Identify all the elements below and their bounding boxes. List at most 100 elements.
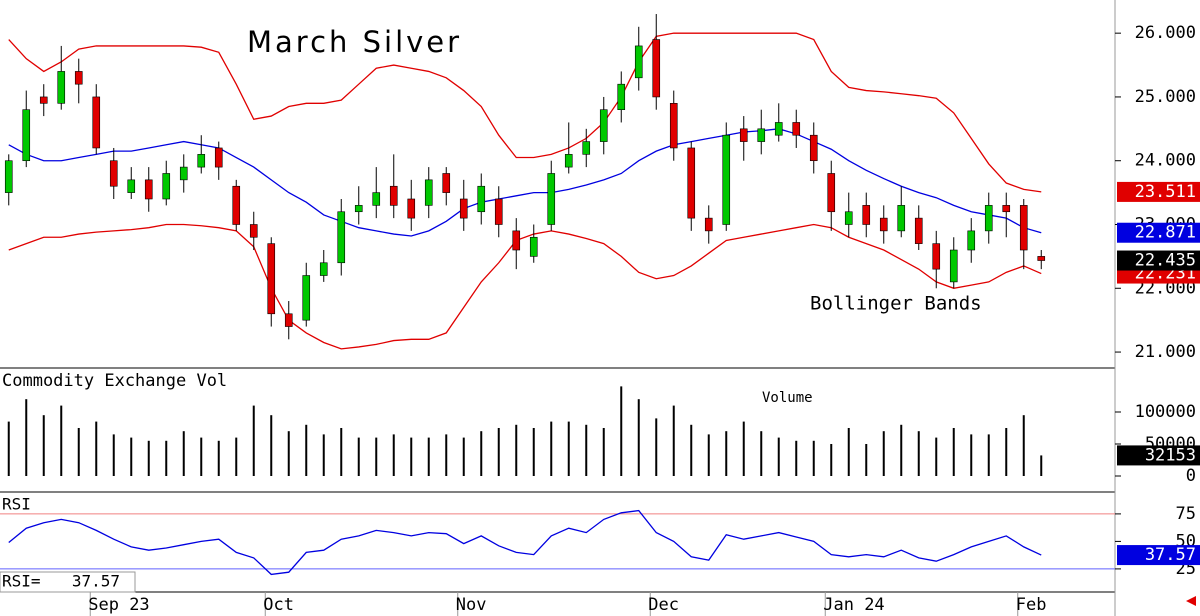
candle-body [319,262,328,276]
candle-body [739,128,748,142]
candle-body [459,198,468,219]
candle-body [862,205,871,225]
volume-bar [865,443,868,476]
candle-body [389,185,398,206]
readout-label: RSI= [2,572,41,591]
candle-body [984,205,993,232]
candle-body [477,185,486,213]
volume-bar [970,434,973,476]
volume-bar [497,427,500,476]
candle-body [617,83,626,110]
y-tick-label: 24.000 [1135,151,1196,171]
candle-body [214,147,223,168]
volume-bar [1022,415,1025,476]
candle-body [757,128,766,142]
volume-bar [60,405,63,476]
candle-body [267,243,276,315]
volume-bar [287,431,290,476]
volume-bar [375,437,378,476]
annotation: Volume [762,390,813,406]
volume-bar [1040,455,1043,476]
x-tick-label: Jan 24 [823,595,884,615]
candle-body [774,122,783,136]
band-line [8,32,1042,193]
volume-bar [235,437,238,476]
y-tick-label: 0 [1186,466,1196,486]
scroll-arrow [1186,596,1196,606]
candle-body [582,141,591,155]
value-label: 37.57 [1145,545,1196,565]
volume-bar [567,421,570,476]
volume-bar [760,431,763,476]
candle-body [1002,205,1011,213]
x-tick-label: Dec [648,595,679,615]
candle-body [1037,256,1046,261]
volume-bar [322,434,325,476]
candle-body [109,160,118,187]
volume-bar [392,434,395,476]
candle-body [599,109,608,142]
volume-bar [952,427,955,476]
volume-bar [25,399,28,476]
candle-body [92,96,101,149]
candle-body [932,243,941,270]
x-tick-label: Feb [1016,595,1047,615]
candle-body [529,236,538,257]
readout-box [0,571,136,593]
volume-bar [690,424,693,476]
volume-bar [462,437,465,476]
candle-body [179,166,188,181]
volume-bar [42,415,45,476]
volume-bar [830,443,833,476]
volume-bar [812,440,815,476]
band-line [8,128,1042,237]
candle-body [407,198,416,219]
volume-bar [550,421,553,476]
candle-body [442,173,451,193]
value-label: 23.511 [1135,182,1196,202]
volume-bar [182,431,185,476]
volume-bar [987,434,990,476]
candle-body [897,205,906,232]
value-box [1117,445,1200,466]
candle-body [39,96,48,104]
candle-body [669,103,678,149]
volume-bar [480,431,483,476]
candle-body [144,179,153,200]
candle-body [4,160,13,193]
candle-body [337,211,346,264]
volume-bar [602,427,605,476]
candle-body [372,192,381,206]
candle-body [424,179,433,206]
candle-body [704,217,713,232]
volume-bar [410,437,413,476]
x-tick-label: Nov [456,595,487,615]
readout-value: 37.57 [72,572,120,591]
volume-bar [882,431,885,476]
volume-bar [130,437,133,476]
candle-body [74,71,83,85]
volume-bar [917,431,920,476]
volume-bar [217,440,220,476]
value-box [1117,181,1200,202]
volume-bar [847,427,850,476]
y-tick-label: 26.000 [1135,23,1196,43]
volume-bar [935,437,938,476]
value-label: 32153 [1145,445,1196,465]
volume-bar [707,434,710,476]
volume-bar [112,434,115,476]
volume-bar [637,399,640,476]
volume-bar [252,405,255,476]
volume-bar [340,427,343,476]
chart-title: March Silver [247,25,462,59]
volume-bar [7,421,10,476]
candle-body [302,275,311,321]
volume-bar [147,440,150,476]
candle-body [284,313,293,327]
candle-body [1019,205,1028,251]
y-tick-label: 21.000 [1135,342,1196,362]
volume-bar [742,421,745,476]
candle-body [57,71,66,104]
candle-body [127,179,136,193]
